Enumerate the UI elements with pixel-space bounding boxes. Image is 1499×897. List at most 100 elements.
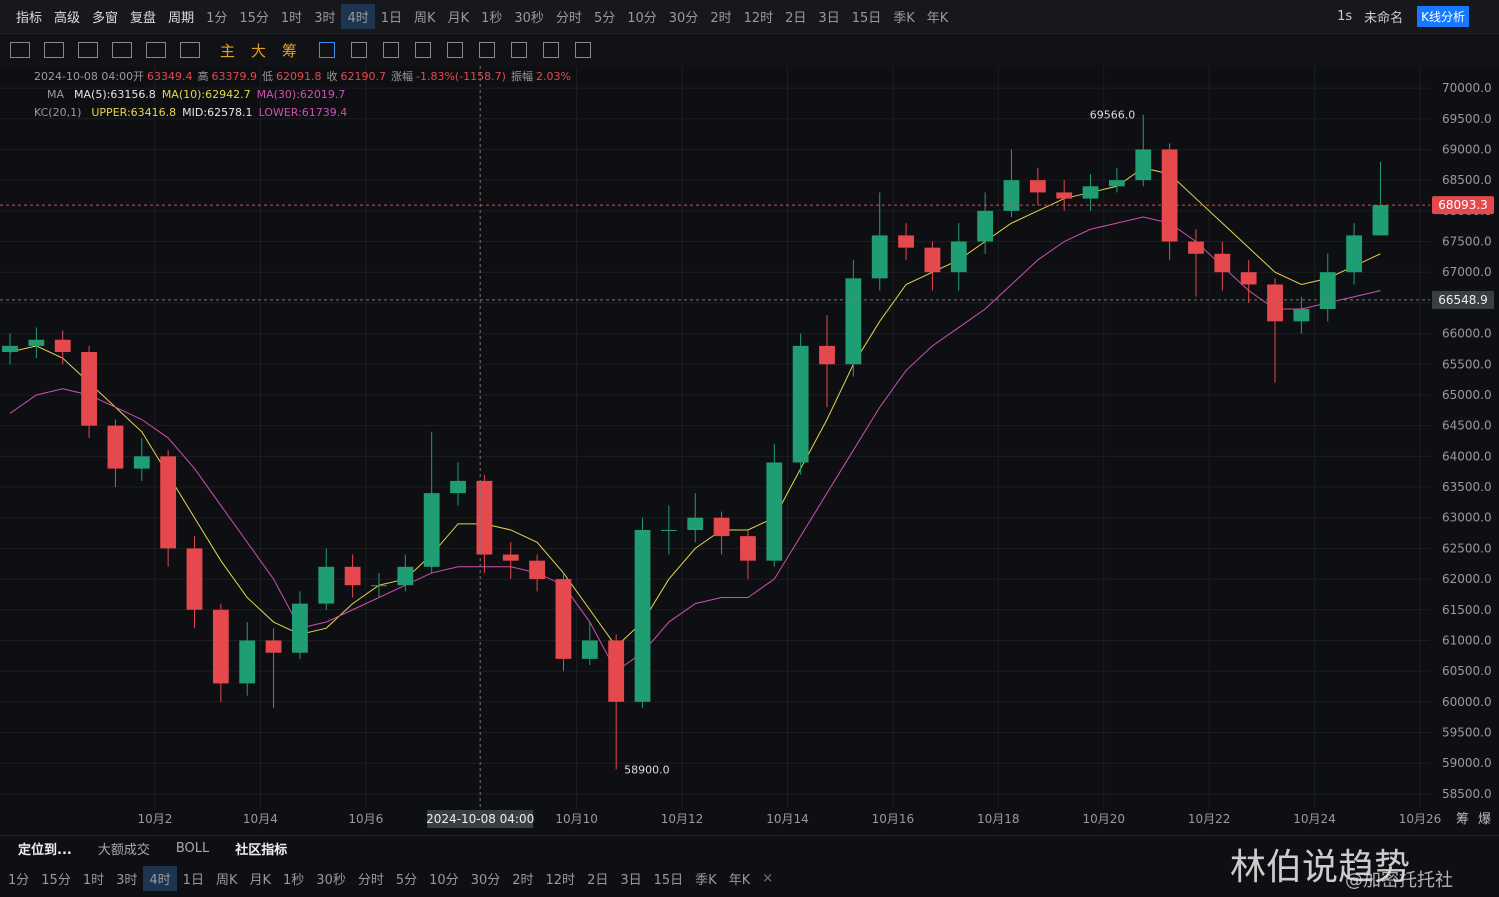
candle-body: [924, 247, 941, 273]
period-button[interactable]: 年K: [728, 872, 751, 888]
draw-icon[interactable]: [112, 42, 132, 58]
draw-icon[interactable]: [78, 42, 98, 58]
axis-bg: [1430, 66, 1499, 834]
legend-value: 63349.4: [147, 70, 193, 83]
candle-body: [740, 536, 756, 561]
period-button[interactable]: 3时: [116, 872, 138, 888]
legend-item: LOWER:61739.4: [259, 106, 348, 119]
period-button[interactable]: 30秒: [316, 872, 346, 888]
period-button[interactable]: 2时: [710, 11, 732, 26]
period-button[interactable]: 30分: [470, 872, 501, 888]
tool-button[interactable]: 高级: [54, 11, 81, 26]
x-tick-label: 10月18: [977, 812, 1020, 826]
period-button[interactable]: 3日: [620, 872, 642, 888]
period-button[interactable]: 1日: [380, 11, 403, 26]
period-button[interactable]: 1秒: [283, 872, 305, 888]
y-tick-label: 68500.0: [1442, 173, 1492, 187]
period-button[interactable]: 1分: [206, 11, 228, 26]
draw-icon[interactable]: [44, 42, 64, 58]
period-button[interactable]: 2日: [587, 872, 609, 888]
period-button[interactable]: 周K: [215, 872, 238, 888]
period-button[interactable]: 15分: [239, 11, 269, 26]
period-button[interactable]: 季K: [695, 872, 717, 888]
drawing-toolbar: 主大筹: [0, 34, 1499, 66]
y-tick-label: 63500.0: [1442, 480, 1492, 494]
period-button[interactable]: 周K: [414, 11, 436, 26]
draw-icon[interactable]: [383, 42, 400, 58]
period-button[interactable]: 5分: [395, 872, 418, 888]
y-tick-label: 61500.0: [1442, 603, 1492, 617]
period-button[interactable]: 5分: [593, 11, 616, 26]
legend-time: 2024-10-08 04:00: [34, 70, 133, 83]
analysis-button[interactable]: K线分析: [1417, 6, 1469, 27]
draw-icon[interactable]: [511, 42, 528, 58]
draw-icon[interactable]: [180, 42, 200, 58]
right-button[interactable]: 未命名: [1364, 11, 1404, 26]
drawing-item[interactable]: 主: [220, 41, 236, 60]
period-button[interactable]: 季K: [893, 11, 915, 26]
legend-value: 63379.9: [212, 70, 258, 83]
x-tick-label: 10月14: [766, 812, 809, 826]
watermark-handle: @加密托托社: [1345, 870, 1453, 891]
period-button[interactable]: 1秒: [481, 11, 503, 26]
period-button[interactable]: 2时: [512, 872, 534, 888]
period-button[interactable]: 3日: [818, 11, 840, 26]
period-button[interactable]: 30秒: [514, 11, 544, 26]
right-button[interactable]: 1s: [1337, 9, 1353, 24]
tool-button[interactable]: 指标: [16, 11, 43, 26]
legend-key: 振幅: [511, 69, 533, 83]
close-icon[interactable]: ×: [762, 870, 774, 886]
period-button[interactable]: 4时: [143, 865, 177, 891]
draw-icon[interactable]: [415, 42, 432, 58]
draw-icon[interactable]: [146, 42, 166, 58]
indicator-item[interactable]: 社区指标: [235, 843, 288, 858]
drawing-item[interactable]: 大: [251, 41, 267, 60]
x-tick-label: 10月10: [555, 812, 598, 826]
legend-value: -1.83%(-1158.7): [416, 70, 506, 83]
period-button[interactable]: 4时: [341, 4, 375, 29]
period-button[interactable]: 30分: [668, 11, 699, 26]
indicator-item[interactable]: 定位到...: [18, 843, 72, 858]
period-button[interactable]: 3时: [314, 11, 336, 26]
drawing-item[interactable]: 筹: [282, 41, 298, 60]
period-button[interactable]: 月K: [447, 11, 470, 26]
candle-body: [1188, 241, 1204, 254]
legend-key: 涨幅: [391, 70, 413, 83]
period-button[interactable]: 15日: [851, 11, 882, 26]
period-button[interactable]: 1时: [82, 872, 105, 888]
tool-button[interactable]: 多窗: [92, 11, 119, 26]
indicator-item[interactable]: 大额成交: [97, 843, 150, 858]
period-button[interactable]: 1日: [182, 872, 204, 888]
candle-body: [2, 345, 18, 352]
candle-body: [871, 235, 888, 279]
period-button[interactable]: 12时: [743, 11, 774, 26]
draw-icon[interactable]: [10, 42, 30, 58]
period-button[interactable]: 分时: [357, 872, 384, 888]
indicator-item[interactable]: BOLL: [175, 841, 210, 856]
period-button[interactable]: 年K: [926, 11, 949, 26]
candle-body: [1372, 205, 1389, 236]
period-button[interactable]: 1时: [280, 11, 303, 26]
draw-icon[interactable]: [319, 42, 336, 58]
draw-icon[interactable]: [575, 42, 592, 58]
period-button[interactable]: 1分: [8, 872, 30, 888]
tool-button[interactable]: 周期: [168, 11, 195, 26]
tool-button[interactable]: 复盘: [130, 11, 157, 26]
period-button[interactable]: 15分: [41, 872, 71, 888]
period-button[interactable]: 12时: [545, 872, 576, 888]
y-tick-label: 70000.0: [1442, 81, 1492, 95]
period-button[interactable]: 月K: [249, 872, 272, 888]
draw-icon[interactable]: [447, 42, 464, 58]
period-button[interactable]: 分时: [555, 11, 582, 26]
draw-icon[interactable]: [351, 42, 368, 58]
period-button[interactable]: 10分: [627, 11, 657, 26]
draw-icon[interactable]: [543, 42, 560, 58]
period-button[interactable]: 10分: [429, 872, 459, 888]
y-tick-label: 66000.0: [1442, 327, 1492, 341]
legend-title: KC(20,1): [34, 106, 81, 119]
period-button[interactable]: 2日: [785, 11, 807, 26]
candle-body: [634, 529, 651, 702]
draw-icon[interactable]: [479, 42, 496, 58]
period-button[interactable]: 15日: [653, 872, 684, 888]
